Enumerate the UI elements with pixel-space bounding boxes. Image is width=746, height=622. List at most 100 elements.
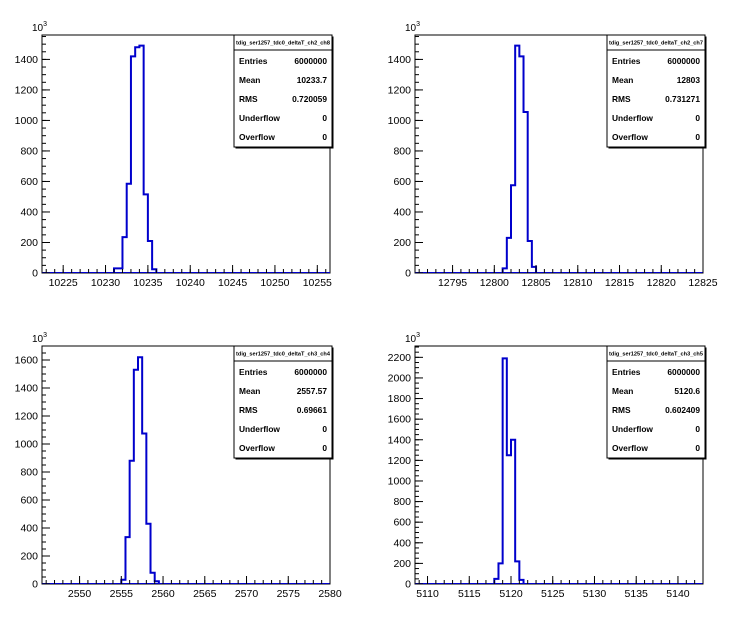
x-tick-label: 12825 <box>688 277 717 289</box>
histogram-line <box>113 44 158 273</box>
stats-row-label: RMS <box>612 94 631 104</box>
y-tick-label: 1800 <box>388 393 412 405</box>
stats-row-label: Overflow <box>612 443 648 453</box>
x-tick-label: 5125 <box>541 588 565 600</box>
stats-row-value: 0 <box>695 132 700 142</box>
x-tick-label: 5120 <box>499 588 523 600</box>
y-tick-label: 400 <box>393 537 411 549</box>
y-tick-label: 0 <box>405 268 411 280</box>
stats-row-value: 12803 <box>677 75 701 85</box>
y-tick-label: 1400 <box>15 383 39 395</box>
y-tick-label: 1200 <box>388 84 412 96</box>
x-tick-label: 10250 <box>260 277 289 289</box>
stats-row-label: Underflow <box>612 113 653 123</box>
x-tick-label: 5135 <box>625 588 649 600</box>
stats-row-label: RMS <box>239 405 258 415</box>
histogram-panels: 10225 10230 10235 10240 10245 10250 10255 0 200 4… <box>15 21 718 600</box>
y-tick-label: 0 <box>32 268 38 280</box>
x-tick-label: 10240 <box>176 277 205 289</box>
stats-row-value: 0 <box>695 424 700 434</box>
y-tick-label: 1400 <box>388 434 412 446</box>
histogram-panel: 5110 5115 5120 5125 5130 5135 5140 0 200 400 600 80… <box>388 332 707 600</box>
x-tick-label: 2580 <box>318 588 342 600</box>
x-tick-label: 5130 <box>583 588 607 600</box>
y-tick-label: 800 <box>20 467 38 479</box>
stats-box-frame <box>606 345 706 459</box>
histogram-panel: 10225 10230 10235 10240 10245 10250 10255 0 200 4… <box>15 21 334 289</box>
stats-row-value: 0 <box>695 113 700 123</box>
y-tick-label: 1200 <box>15 84 39 96</box>
stats-box-frame <box>233 34 333 148</box>
y-tick-label: 800 <box>393 145 411 157</box>
y-tick-label: 2200 <box>388 352 412 364</box>
x-tick-label: 10235 <box>133 277 162 289</box>
x-tick-label: 12795 <box>438 277 467 289</box>
y-tick-label: 400 <box>393 206 411 218</box>
stats-box-title: tdig_ser1257_tdc0_deltaT_ch2_ch8 <box>236 41 330 47</box>
stats-row-label: RMS <box>239 94 258 104</box>
y-tick-label: 200 <box>393 558 411 570</box>
stats-row-label: Underflow <box>612 424 653 434</box>
y-tick-label: 1400 <box>15 54 39 66</box>
x-tick-label: 2560 <box>151 588 175 600</box>
x-tick-label: 2565 <box>193 588 217 600</box>
y-tick-label: 600 <box>20 176 38 188</box>
y-tick-label: 600 <box>20 495 38 507</box>
stats-row-label: Mean <box>239 75 260 85</box>
y-tick-label: 1200 <box>388 455 412 467</box>
y-axis-multiplier: 103 <box>405 21 420 34</box>
y-tick-label: 1000 <box>15 115 39 127</box>
stats-row-value: 10233.7 <box>297 75 328 85</box>
y-tick-label: 1400 <box>388 54 412 66</box>
stats-row-label: Mean <box>612 75 633 85</box>
stats-row-value: 6000000 <box>294 56 327 66</box>
histogram-line <box>501 44 538 273</box>
x-tick-label: 12820 <box>647 277 676 289</box>
y-tick-label: 400 <box>20 206 38 218</box>
x-tick-label: 5140 <box>666 588 690 600</box>
histogram-line <box>120 356 160 584</box>
x-tick-label: 10245 <box>218 277 247 289</box>
stats-row-value: 0 <box>322 113 327 123</box>
stats-row-value: 0.720059 <box>292 94 327 104</box>
x-tick-label: 2550 <box>68 588 92 600</box>
y-axis-multiplier: 103 <box>405 332 420 345</box>
x-tick-label: 12815 <box>605 277 634 289</box>
y-tick-label: 0 <box>405 579 411 591</box>
stats-box-title: tdig_ser1257_tdc0_deltaT_ch3_ch4 <box>236 352 331 358</box>
stats-box-frame <box>606 34 706 148</box>
stats-row-value: 0 <box>322 132 327 142</box>
stats-row-label: Entries <box>239 367 268 377</box>
histogram-line <box>493 357 525 584</box>
y-tick-label: 200 <box>20 237 38 249</box>
histogram-panel: 12795 12800 12805 12810 12815 12820 12825 0 200 4… <box>388 21 718 289</box>
y-tick-label: 800 <box>393 496 411 508</box>
histogram-panel: 2550 2555 2560 2565 2570 2575 2580 0 200 400 600 80… <box>15 332 342 600</box>
x-tick-label: 12805 <box>521 277 550 289</box>
x-tick-label: 12810 <box>563 277 592 289</box>
y-tick-label: 2000 <box>388 372 412 384</box>
y-tick-label: 1000 <box>388 115 412 127</box>
stats-row-label: Mean <box>239 386 260 396</box>
y-tick-label: 800 <box>20 145 38 157</box>
y-tick-label: 1600 <box>15 355 39 367</box>
stats-row-value: 0.731271 <box>665 94 700 104</box>
stats-box-title: tdig_ser1257_tdc0_deltaT_ch3_ch5 <box>609 352 703 358</box>
stats-row-value: 6000000 <box>294 367 327 377</box>
y-tick-label: 400 <box>20 523 38 535</box>
stats-box: tdig_ser1257_tdc0_deltaT_ch2_ch8 Entries 6… <box>233 34 334 149</box>
y-tick-label: 200 <box>20 551 38 563</box>
stats-row-value: 0 <box>695 443 700 453</box>
stats-row-value: 2557.57 <box>297 386 328 396</box>
stats-row-label: Mean <box>612 386 633 396</box>
stats-row-value: 0 <box>322 443 327 453</box>
stats-row-label: Entries <box>239 56 268 66</box>
stats-box: tdig_ser1257_tdc0_deltaT_ch3_ch5 Entries 6… <box>606 345 707 460</box>
y-tick-label: 1600 <box>388 414 412 426</box>
x-tick-label: 5115 <box>458 588 481 600</box>
stats-row-value: 0.69661 <box>297 405 328 415</box>
stats-box: tdig_ser1257_tdc0_deltaT_ch3_ch4 Entries 6… <box>233 345 334 460</box>
stats-row-value: 6000000 <box>667 56 700 66</box>
stats-box-title: tdig_ser1257_tdc0_deltaT_ch2_ch7 <box>609 41 703 47</box>
